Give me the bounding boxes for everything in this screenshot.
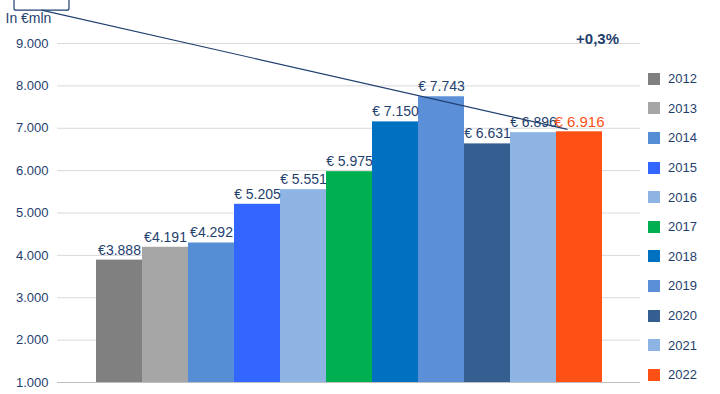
html-text:2020: 2020 bbox=[668, 308, 697, 323]
html-text:2022: 2022 bbox=[668, 367, 697, 383]
html-text:2019: 2019 bbox=[668, 278, 697, 294]
html-text:2017: 2017 bbox=[668, 219, 697, 235]
svg-text:In €mln: In €mln bbox=[6, 10, 52, 26]
html-text:2012: 2012 bbox=[668, 71, 697, 87]
svg-text:€ 6.916: € 6.916 bbox=[554, 113, 604, 130]
svg-text:€ 5.551: € 5.551 bbox=[280, 171, 327, 187]
svg-text:7.000: 7.000 bbox=[16, 120, 49, 135]
svg-text:€ 7.150: € 7.150 bbox=[372, 103, 419, 119]
svg-text:€4.191: €4.191 bbox=[144, 229, 187, 245]
svg-text:5.000: 5.000 bbox=[16, 205, 49, 220]
svg-text:9.000: 9.000 bbox=[16, 36, 49, 51]
svg-text:2.000: 2.000 bbox=[16, 332, 49, 347]
svg-text:€3.888: €3.888 bbox=[98, 242, 141, 258]
html-text:2021: 2021 bbox=[668, 337, 697, 353]
svg-text:€ 5.205: € 5.205 bbox=[234, 186, 281, 202]
html-text:2018: 2018 bbox=[668, 248, 697, 264]
svg-text:3.000: 3.000 bbox=[16, 290, 49, 305]
svg-text:€ 6.631: € 6.631 bbox=[464, 125, 511, 141]
html-text:2014: 2014 bbox=[668, 130, 697, 146]
svg-text:€4.292: €4.292 bbox=[190, 224, 233, 240]
html-text:2013: 2013 bbox=[668, 100, 697, 116]
svg-text:1.000: 1.000 bbox=[16, 375, 49, 390]
svg-text:€ 7.743: € 7.743 bbox=[418, 78, 465, 94]
svg-text:8.000: 8.000 bbox=[16, 78, 49, 93]
svg-text:€ 6.896: € 6.896 bbox=[510, 114, 557, 131]
svg-text:6.000: 6.000 bbox=[16, 163, 49, 178]
svg-text:4.000: 4.000 bbox=[16, 248, 49, 263]
svg-text:€ 5.975: € 5.975 bbox=[326, 153, 373, 169]
html-text:2015: 2015 bbox=[668, 160, 697, 176]
svg-text:+0,3%: +0,3% bbox=[576, 30, 619, 47]
html-text:2016: 2016 bbox=[668, 189, 697, 205]
